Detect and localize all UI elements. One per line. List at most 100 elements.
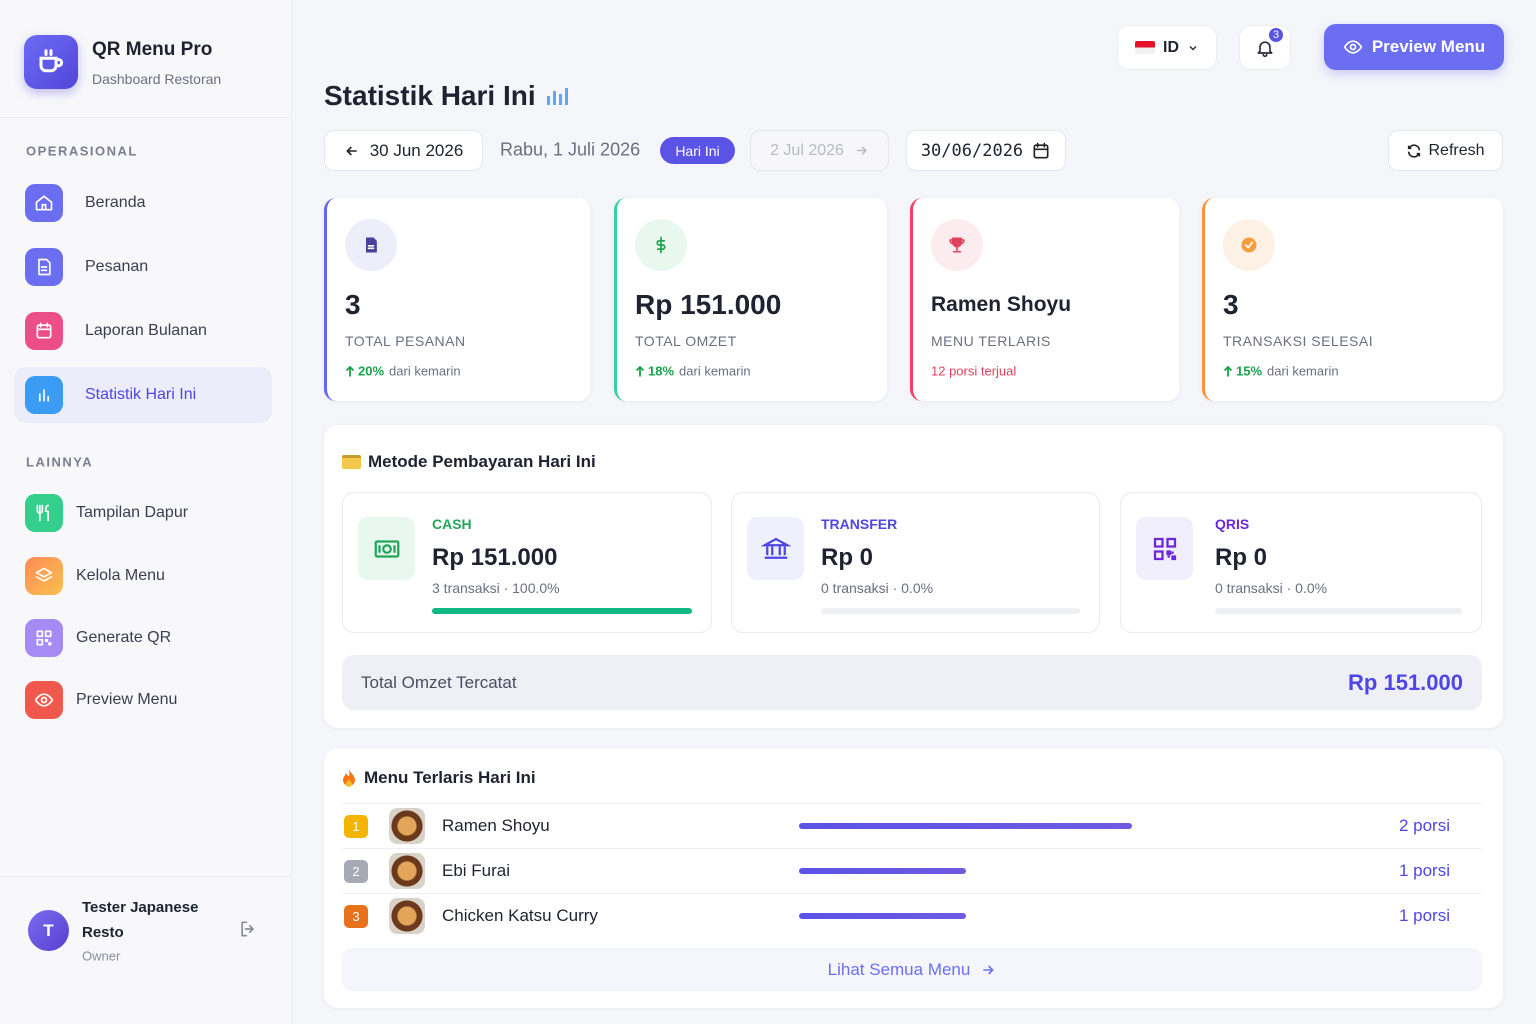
icon-shape	[547, 96, 550, 105]
icon-shape	[1033, 142, 1049, 158]
icon-shape	[1153, 549, 1164, 560]
nav-icon[interactable]	[25, 248, 63, 286]
icon-shape	[565, 88, 568, 105]
nav-item[interactable]: Kelola Menu	[76, 567, 165, 584]
icon-shape	[377, 544, 396, 553]
stat-change: 15% dari kemarin	[1223, 364, 1339, 379]
nav-icon[interactable]	[25, 557, 63, 595]
icon	[1223, 365, 1233, 377]
icon-shape	[241, 921, 254, 937]
nav-icon[interactable]	[25, 184, 63, 222]
nav-item[interactable]: Pesanan	[85, 258, 149, 275]
icon-shape	[656, 236, 666, 254]
stat-note: 12 porsi terjual	[931, 363, 1017, 379]
icon	[34, 321, 54, 341]
icon-shape	[36, 322, 52, 339]
icon-shape	[36, 630, 52, 646]
nav-icon[interactable]	[25, 376, 63, 414]
nav-item[interactable]: Statistik Hari Ini	[85, 386, 197, 403]
icon	[361, 235, 381, 255]
icon-shape	[374, 539, 399, 558]
icon	[34, 503, 54, 523]
menu-name: Chicken Katsu Curry	[442, 906, 598, 925]
refresh-button[interactable]: Refresh	[1388, 130, 1503, 171]
icon-shape	[983, 964, 995, 975]
notification-count: 3	[1272, 29, 1280, 41]
nav-icon[interactable]	[25, 681, 63, 719]
divider	[0, 117, 291, 118]
next-day: 2 Jul 2026	[750, 130, 889, 171]
icon-shape	[1153, 537, 1164, 548]
stat-label: TRANSAKSI SELESAI	[1223, 333, 1374, 349]
divider	[342, 893, 1482, 894]
method-detail: 0 transaksi · 0.0%	[1215, 580, 1328, 596]
stat-icon	[345, 219, 397, 271]
icon	[1343, 37, 1363, 57]
method-amount: Rp 151.000	[432, 544, 558, 571]
nav-item[interactable]: Tampilan Dapur	[76, 504, 189, 521]
flag	[1135, 41, 1155, 54]
nav-item[interactable]: Generate QR	[76, 629, 172, 646]
nav-item[interactable]: Beranda	[85, 194, 146, 211]
icon-shape	[1343, 40, 1362, 54]
icon	[651, 235, 671, 255]
rank: 2	[352, 864, 360, 879]
notification-badge: 3	[1267, 26, 1285, 44]
card-emoji	[342, 455, 361, 469]
language-select[interactable]: ID	[1117, 25, 1217, 70]
icon-shape	[35, 567, 53, 578]
icon-shape	[44, 638, 52, 646]
prev-day[interactable]: 30 Jun 2026	[324, 130, 483, 171]
nav-icon[interactable]	[25, 619, 63, 657]
icon-shape	[949, 239, 965, 253]
icon-shape	[36, 630, 44, 638]
rank-badge: 3	[344, 905, 368, 928]
icon-shape	[1241, 237, 1257, 253]
logout[interactable]	[238, 919, 260, 941]
top-menu-title: Menu Terlaris Hari Ini	[364, 768, 536, 787]
icon-shape	[1165, 537, 1176, 548]
icon	[34, 566, 54, 586]
nav-item[interactable]: Preview Menu	[76, 691, 178, 708]
icon-shape	[40, 266, 48, 272]
method-detail: 0 transaksi · 0.0%	[821, 580, 934, 596]
method-amount: Rp 0	[1215, 544, 1268, 571]
icon	[545, 85, 571, 107]
portions-label: 1 porsi	[1398, 906, 1450, 925]
icon	[1239, 235, 1259, 255]
progress-fill	[432, 608, 692, 614]
stat-change: 20% dari kemarin	[345, 364, 461, 379]
change-value: 18%	[648, 363, 675, 379]
nav-icon[interactable]	[25, 494, 63, 532]
stat-label: TOTAL OMZET	[635, 333, 737, 349]
icon	[854, 143, 869, 158]
refresh-label: Refresh	[1428, 141, 1485, 159]
icon-shape	[1262, 53, 1268, 57]
icon-shape	[374, 539, 399, 558]
method-icon	[358, 517, 415, 580]
total-label: Total Omzet Tercatat	[361, 673, 517, 692]
icon-shape	[553, 91, 556, 105]
icon-shape	[367, 245, 375, 250]
icon	[345, 365, 355, 377]
today-label: Hari Ini	[675, 142, 720, 159]
icon-shape	[346, 779, 352, 787]
date-input[interactable]: 30/06/2026	[906, 130, 1066, 171]
icon-shape	[343, 769, 355, 787]
preview-button[interactable]: Preview Menu	[1324, 24, 1504, 70]
stat-change: 18% dari kemarin	[635, 364, 751, 379]
nav-icon[interactable]	[25, 312, 63, 350]
method-amount: Rp 0	[821, 544, 874, 571]
icon-shape	[760, 537, 791, 559]
portions-label: 2 porsi	[1398, 816, 1450, 835]
icon-shape	[1153, 537, 1176, 560]
see-all-link[interactable]: Lihat Semua Menu	[342, 948, 1482, 991]
page-title: Statistik Hari Ini	[324, 80, 536, 111]
icon	[238, 919, 260, 939]
icon-shape	[1343, 40, 1362, 54]
progress-track	[1215, 608, 1462, 614]
icon-shape	[559, 94, 562, 105]
icon	[34, 385, 54, 405]
nav-item[interactable]: Laporan Bulanan	[85, 322, 207, 339]
icon-shape	[857, 146, 867, 155]
